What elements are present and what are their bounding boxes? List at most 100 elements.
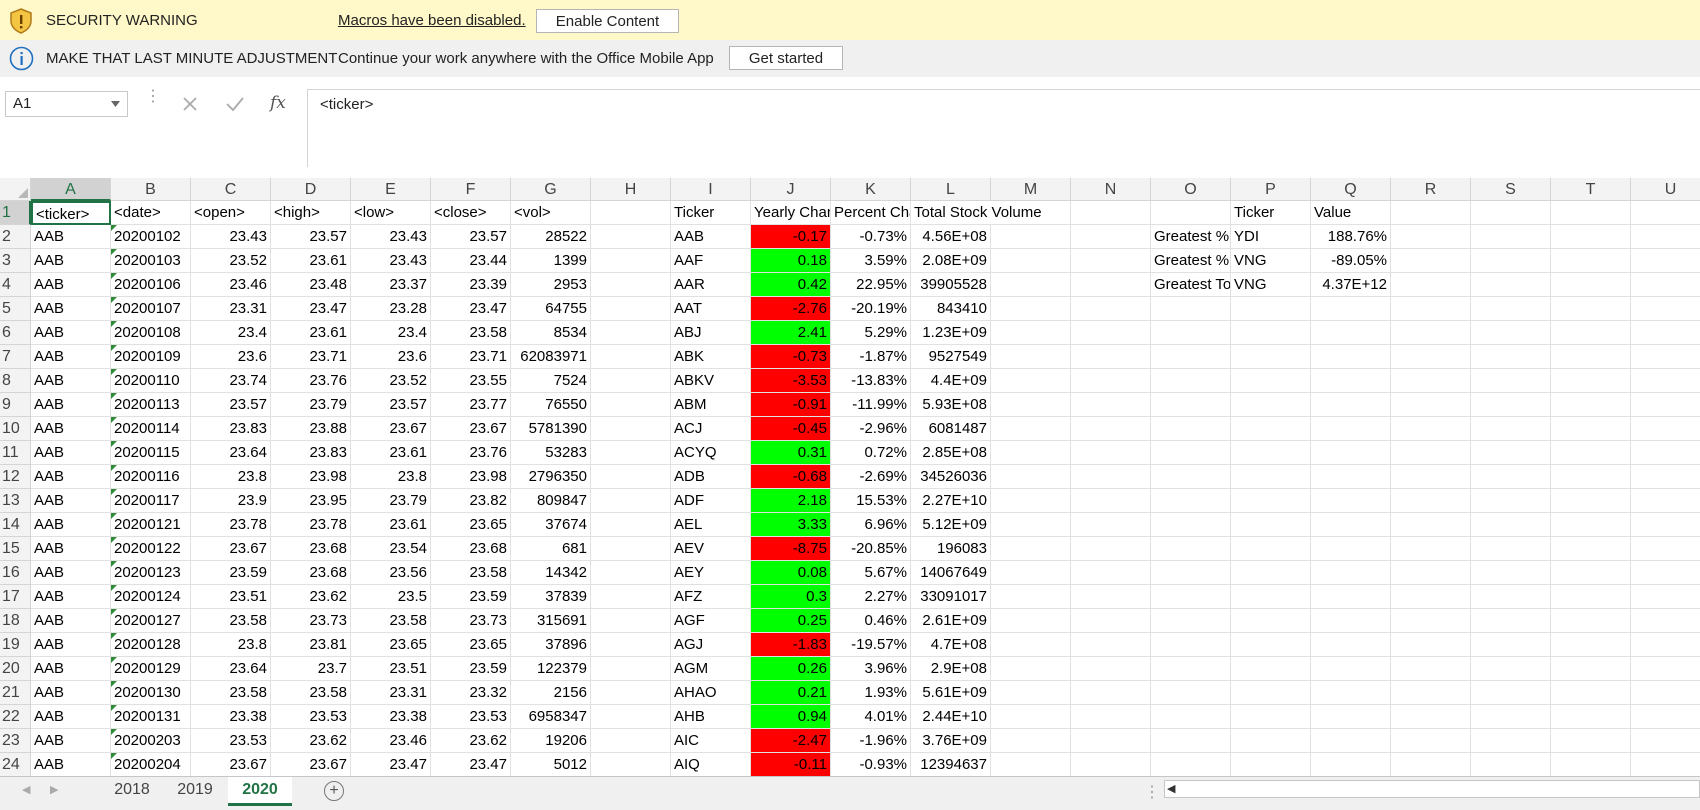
empty-cell[interactable]: [591, 465, 671, 489]
tab-2019[interactable]: 2019: [177, 781, 213, 798]
tab-scroll-left-icon[interactable]: ◀: [22, 784, 31, 796]
empty-cell[interactable]: [1071, 681, 1151, 705]
empty-cell[interactable]: [591, 489, 671, 513]
column-header-E[interactable]: E: [351, 178, 431, 201]
summary-cell-I11[interactable]: ACYQ: [671, 441, 751, 465]
data-cell-B12[interactable]: 20200116: [111, 465, 191, 489]
data-cell-E9[interactable]: 23.57: [351, 393, 431, 417]
empty-cell[interactable]: [1151, 705, 1231, 729]
data-cell-C19[interactable]: 23.8: [191, 633, 271, 657]
empty-cell[interactable]: [591, 585, 671, 609]
data-cell-G23[interactable]: 19206: [511, 729, 591, 753]
add-sheet-icon[interactable]: +: [324, 781, 344, 801]
data-cell-E20[interactable]: 23.51: [351, 657, 431, 681]
empty-cell[interactable]: [1631, 513, 1700, 537]
empty-cell[interactable]: [1551, 537, 1631, 561]
empty-cell[interactable]: [1631, 345, 1700, 369]
empty-cell[interactable]: [1231, 681, 1311, 705]
row-header-20[interactable]: 20: [0, 657, 31, 681]
data-cell-D22[interactable]: 23.53: [271, 705, 351, 729]
data-cell-G11[interactable]: 53283: [511, 441, 591, 465]
greatest-cell-P4[interactable]: VNG: [1231, 273, 1311, 297]
data-cell-E4[interactable]: 23.37: [351, 273, 431, 297]
empty-cell[interactable]: [1151, 657, 1231, 681]
data-cell-C6[interactable]: 23.4: [191, 321, 271, 345]
empty-cell[interactable]: [1071, 369, 1151, 393]
summary-cell-J7[interactable]: -0.73: [751, 345, 831, 369]
data-cell-G2[interactable]: 28522: [511, 225, 591, 249]
data-cell-G12[interactable]: 2796350: [511, 465, 591, 489]
summary-cell-I15[interactable]: AEV: [671, 537, 751, 561]
empty-cell[interactable]: [1391, 225, 1471, 249]
empty-cell[interactable]: [1311, 489, 1391, 513]
empty-cell[interactable]: [1631, 393, 1700, 417]
summary-cell-I2[interactable]: AAB: [671, 225, 751, 249]
summary-cell-K9[interactable]: -11.99%: [831, 393, 911, 417]
header-cell-E[interactable]: <low>: [351, 201, 431, 225]
summary-cell-K17[interactable]: 2.27%: [831, 585, 911, 609]
empty-cell[interactable]: [1311, 633, 1391, 657]
empty-cell[interactable]: [591, 609, 671, 633]
header-cell-I[interactable]: Ticker: [671, 201, 751, 225]
empty-cell[interactable]: [1391, 561, 1471, 585]
empty-cell[interactable]: [1391, 681, 1471, 705]
data-cell-E7[interactable]: 23.6: [351, 345, 431, 369]
row-header-21[interactable]: 21: [0, 681, 31, 705]
data-cell-A23[interactable]: AAB: [31, 729, 111, 753]
empty-cell[interactable]: [1471, 393, 1551, 417]
data-cell-B21[interactable]: 20200130: [111, 681, 191, 705]
data-cell-G24[interactable]: 5012: [511, 753, 591, 776]
empty-cell[interactable]: [1471, 489, 1551, 513]
empty-cell[interactable]: [1231, 369, 1311, 393]
empty-cell[interactable]: [1311, 537, 1391, 561]
data-cell-G21[interactable]: 2156: [511, 681, 591, 705]
data-cell-B13[interactable]: 20200117: [111, 489, 191, 513]
data-cell-A18[interactable]: AAB: [31, 609, 111, 633]
summary-cell-J17[interactable]: 0.3: [751, 585, 831, 609]
column-header-N[interactable]: N: [1071, 178, 1151, 201]
empty-cell[interactable]: [1151, 537, 1231, 561]
empty-cell[interactable]: [1231, 585, 1311, 609]
summary-cell-L21[interactable]: 5.61E+09: [911, 681, 991, 705]
empty-cell[interactable]: [1471, 609, 1551, 633]
empty-cell[interactable]: [1631, 249, 1700, 273]
data-cell-E6[interactable]: 23.4: [351, 321, 431, 345]
data-cell-F12[interactable]: 23.98: [431, 465, 511, 489]
empty-cell[interactable]: [591, 249, 671, 273]
data-cell-G20[interactable]: 122379: [511, 657, 591, 681]
empty-cell[interactable]: [1471, 345, 1551, 369]
empty-cell[interactable]: [1231, 345, 1311, 369]
empty-cell[interactable]: [1631, 417, 1700, 441]
empty-cell[interactable]: [1391, 657, 1471, 681]
empty-cell[interactable]: [1391, 729, 1471, 753]
empty-cell[interactable]: [1551, 729, 1631, 753]
empty-cell[interactable]: [991, 345, 1071, 369]
empty-cell[interactable]: [991, 729, 1071, 753]
data-cell-F3[interactable]: 23.44: [431, 249, 511, 273]
summary-cell-J13[interactable]: 2.18: [751, 489, 831, 513]
empty-cell[interactable]: [1471, 633, 1551, 657]
data-cell-F20[interactable]: 23.59: [431, 657, 511, 681]
data-cell-D20[interactable]: 23.7: [271, 657, 351, 681]
data-cell-E17[interactable]: 23.5: [351, 585, 431, 609]
enable-content-button[interactable]: Enable Content: [536, 9, 679, 33]
empty-cell[interactable]: [1391, 537, 1471, 561]
formula-input[interactable]: <ticker>: [307, 89, 1700, 167]
empty-cell[interactable]: [1151, 417, 1231, 441]
empty-cell[interactable]: [1391, 609, 1471, 633]
name-box[interactable]: A1: [5, 91, 128, 117]
data-cell-A19[interactable]: AAB: [31, 633, 111, 657]
empty-cell[interactable]: [1551, 657, 1631, 681]
row-header-19[interactable]: 19: [0, 633, 31, 657]
data-cell-E5[interactable]: 23.28: [351, 297, 431, 321]
empty-cell[interactable]: [1151, 585, 1231, 609]
column-header-J[interactable]: J: [751, 178, 831, 201]
summary-cell-K11[interactable]: 0.72%: [831, 441, 911, 465]
empty-cell[interactable]: [1231, 657, 1311, 681]
empty-cell[interactable]: [1471, 753, 1551, 776]
data-cell-C14[interactable]: 23.78: [191, 513, 271, 537]
summary-cell-J11[interactable]: 0.31: [751, 441, 831, 465]
data-cell-D16[interactable]: 23.68: [271, 561, 351, 585]
data-cell-F18[interactable]: 23.73: [431, 609, 511, 633]
empty-cell[interactable]: [1551, 633, 1631, 657]
